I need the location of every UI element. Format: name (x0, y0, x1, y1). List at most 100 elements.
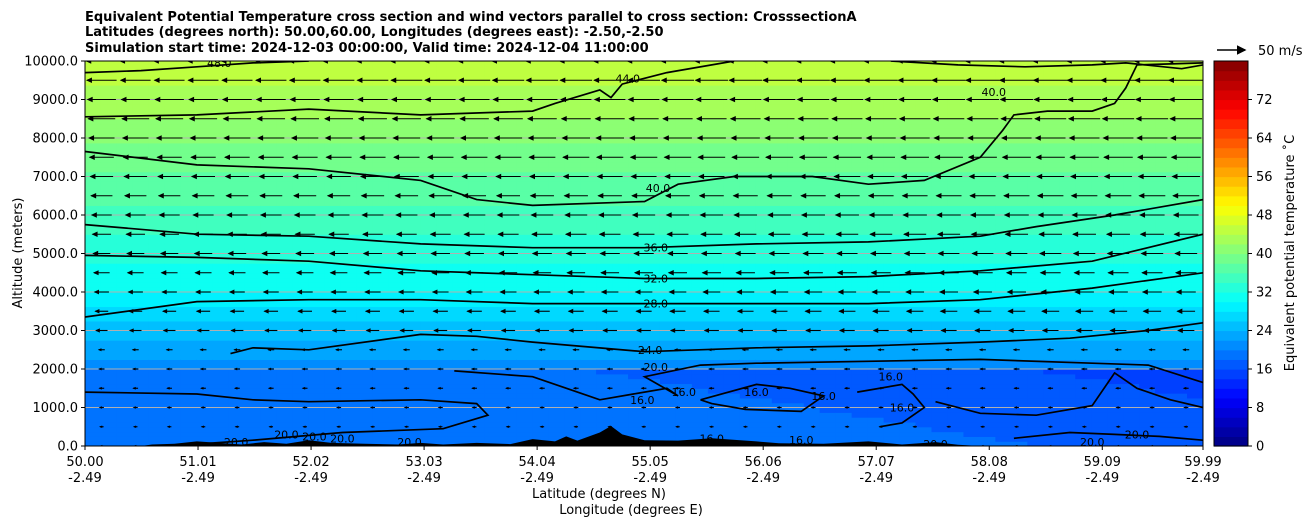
field-cell (1059, 393, 1076, 399)
field-cell (212, 267, 230, 274)
field-cell (1059, 104, 1076, 110)
field-cell (835, 138, 853, 144)
field-cell (468, 109, 485, 115)
field-cell (707, 123, 725, 129)
field-cell (787, 243, 805, 250)
field-cell (404, 224, 421, 231)
field-cell (947, 239, 965, 245)
field-cell (915, 296, 933, 303)
field-cell (356, 277, 374, 283)
field-cell (164, 344, 182, 351)
field-cell (532, 431, 549, 437)
field-cell (276, 118, 294, 125)
field-cell (995, 277, 1012, 283)
field-cell (819, 248, 837, 255)
field-cell (100, 441, 118, 446)
field-cell (468, 152, 485, 158)
field-cell (723, 210, 741, 216)
field-cell (308, 147, 326, 154)
field-cell (244, 138, 262, 144)
field-cell (580, 287, 597, 293)
field-cell (180, 181, 198, 187)
field-cell (771, 224, 789, 231)
field-cell (787, 282, 805, 288)
field-cell (755, 267, 773, 274)
field-cell (212, 383, 230, 389)
field-cell (292, 272, 310, 279)
field-cell (755, 94, 773, 101)
field-cell (675, 248, 693, 255)
field-cell (132, 359, 150, 365)
field-cell (324, 234, 342, 240)
field-cell (1027, 215, 1044, 221)
field-cell (915, 104, 933, 110)
field-cell (659, 378, 677, 385)
field-cell (548, 118, 565, 125)
field-cell (867, 176, 885, 182)
field-cell (308, 402, 326, 409)
field-cell (819, 258, 837, 264)
field-cell (1043, 80, 1060, 86)
field-cell (835, 80, 853, 86)
field-cell (116, 383, 134, 389)
field-cell (564, 417, 581, 423)
field-cell (548, 431, 565, 437)
field-cell (755, 431, 773, 437)
field-cell (580, 80, 597, 86)
field-cell (787, 171, 805, 178)
field-cell (372, 210, 390, 216)
field-cell (771, 364, 789, 370)
field-cell (931, 243, 949, 250)
field-cell (723, 383, 741, 389)
field-cell (260, 176, 278, 182)
field-cell (356, 142, 374, 149)
field-cell (596, 311, 613, 317)
field-cell (164, 359, 182, 365)
field-cell (548, 243, 565, 250)
field-cell (612, 417, 629, 423)
field-cell (1011, 258, 1028, 264)
field-cell (915, 138, 933, 144)
field-cell (212, 253, 230, 259)
field-cell (228, 113, 246, 120)
field-cell (1043, 162, 1060, 168)
field-cell (388, 147, 406, 154)
field-cell (979, 316, 996, 322)
field-cell (212, 277, 230, 283)
field-cell (995, 104, 1012, 110)
field-cell (180, 195, 198, 202)
field-cell (979, 344, 996, 351)
field-cell (436, 316, 453, 322)
field-cell (564, 138, 581, 144)
field-cell (452, 113, 469, 120)
field-cell (819, 282, 837, 288)
field-cell (372, 325, 390, 332)
field-cell (468, 364, 485, 370)
field-cell (212, 364, 230, 370)
field-cell (787, 335, 805, 341)
field-cell (644, 407, 661, 413)
field-cell (1059, 397, 1076, 404)
field-cell (899, 157, 917, 163)
field-cell (148, 287, 166, 293)
field-cell (691, 171, 709, 178)
field-cell (356, 282, 374, 288)
field-cell (739, 402, 757, 409)
field-cell (723, 157, 741, 163)
field-cell (548, 104, 565, 110)
field-cell (755, 426, 773, 433)
field-cell (628, 205, 645, 211)
field-cell (979, 157, 996, 163)
field-cell (388, 171, 406, 178)
field-cell (707, 383, 725, 389)
field-cell (548, 205, 565, 211)
field-cell (148, 369, 166, 375)
field-cell (835, 104, 853, 110)
field-cell (915, 234, 933, 240)
field-cell (228, 133, 246, 139)
field-cell (644, 166, 661, 173)
field-cell (308, 359, 326, 365)
field-cell (548, 436, 565, 442)
field-cell (356, 301, 374, 308)
field-cell (963, 109, 980, 115)
